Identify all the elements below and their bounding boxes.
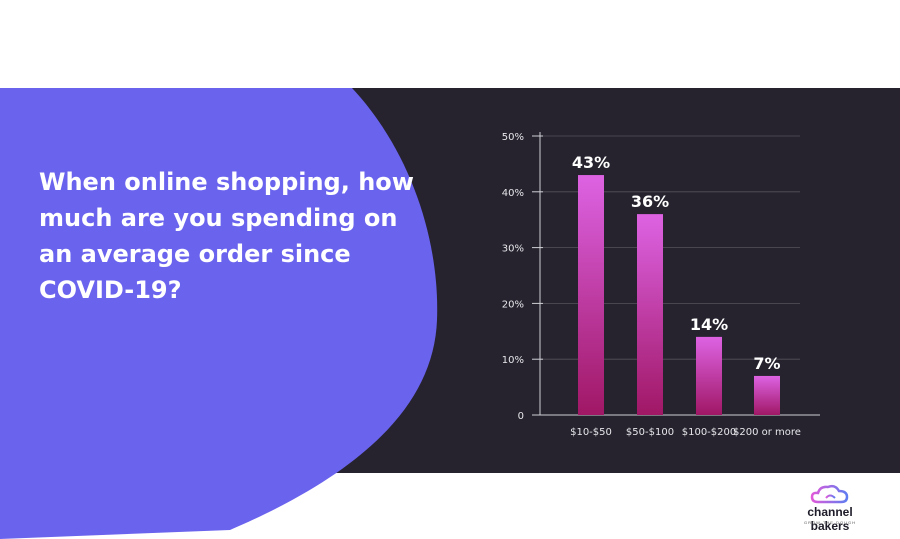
bar-value-label: 36% xyxy=(631,192,669,211)
y-tick-label: 0 xyxy=(518,411,524,422)
y-tick-label: 40% xyxy=(502,188,524,199)
cloud-logo-icon xyxy=(810,484,849,504)
x-axis: $10-$50 $50-$100 $100-$200$200 or more xyxy=(570,427,801,438)
bar xyxy=(696,336,722,415)
x-tick-label: $200 or more xyxy=(733,427,801,438)
y-tick-label: 20% xyxy=(502,299,524,310)
bar-value-label: 14% xyxy=(690,315,728,334)
x-tick-label: $10-$50 xyxy=(570,427,612,438)
chart-bars: 43% 36% 14% 7% xyxy=(572,153,781,415)
brand-tagline: GROW THE DOUGH xyxy=(804,520,856,525)
bar-value-label: 43% xyxy=(572,153,610,172)
y-tick-label: 30% xyxy=(502,244,524,255)
bar xyxy=(754,375,780,415)
bar-value-label: 7% xyxy=(753,354,780,373)
brand-name: channel bakers xyxy=(807,505,853,533)
y-tick-label: 10% xyxy=(502,355,524,366)
y-tick-label: 50% xyxy=(502,132,524,143)
x-tick-label: $50-$100 xyxy=(626,427,674,438)
channel-bakers-logo: channel bakers GROW THE DOUGH xyxy=(790,483,870,533)
bar xyxy=(637,214,663,415)
x-tick-label: $100-$200 xyxy=(682,427,737,438)
bar xyxy=(578,175,604,415)
survey-question: When online shopping, how much are you s… xyxy=(39,168,414,304)
